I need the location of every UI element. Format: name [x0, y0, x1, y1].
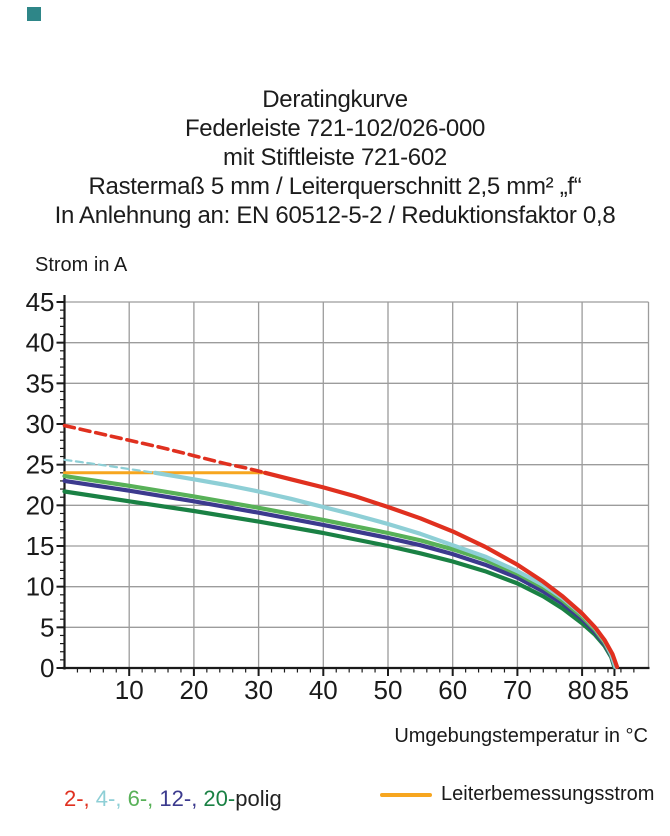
legend-rated-current: Leiterbemessungsstrom: [380, 783, 654, 806]
title-line-5: In Anlehnung an: EN 60512-5-2 / Reduktio…: [54, 202, 616, 229]
x-tick-label: 30: [244, 675, 273, 705]
x-tick-label: 50: [374, 675, 403, 705]
curve-2-polig-dashed: [62, 423, 267, 475]
curve-2-polig: [263, 470, 620, 669]
title-line-2: Federleiste 721-102/026-000: [184, 115, 486, 142]
y-tick-label: 5: [40, 612, 54, 642]
y-tick-label: 15: [26, 531, 55, 561]
y-tick-label: 0: [40, 653, 54, 683]
x-tick-label: 40: [309, 675, 338, 705]
y-tick-label: 45: [26, 287, 55, 317]
legend-poles: 2-, 4-, 6-, 12-, 20-polig: [64, 786, 282, 812]
x-tick-label: 70: [503, 675, 532, 705]
rated-current-line-swatch: [380, 792, 432, 797]
y-tick-label: 25: [26, 450, 55, 480]
legend-pole-segment: polig: [235, 786, 282, 811]
x-axis-title: Umgebungstemperatur in °C: [394, 725, 648, 747]
x-tick-label: 85: [600, 675, 629, 705]
legend: 2-, 4-, 6-, 12-, 20-polig Leiterbemessun…: [0, 783, 670, 823]
corner-mark: [27, 7, 41, 21]
legend-pole-segment: 6-,: [121, 786, 154, 811]
legend-pole-segment: 4-,: [89, 786, 122, 811]
x-tick-label: 10: [115, 675, 144, 705]
y-tick-label: 30: [26, 409, 55, 439]
y-tick-label: 35: [26, 368, 55, 398]
title-line-4: Rastermaß 5 mm / Leiterquerschnitt 2,5 m…: [88, 173, 582, 200]
x-tick-label: 60: [438, 675, 467, 705]
y-axis-title: Strom in A: [35, 254, 128, 276]
title-line-3: mit Stiftleiste 721-602: [223, 144, 447, 171]
y-tick-label: 40: [26, 328, 55, 358]
x-tick-label: 20: [179, 675, 208, 705]
title-line-1: Deratingkurve: [262, 86, 408, 113]
y-tick-label: 20: [26, 490, 55, 520]
y-tick-label: 10: [26, 572, 55, 602]
rated-current-label: Leiterbemessungsstrom: [441, 783, 655, 805]
curve-4-polig-dashed: [63, 458, 157, 474]
x-tick-label: 80: [568, 675, 597, 705]
legend-pole-segment: 20-: [197, 786, 236, 811]
legend-pole-segment: 2-,: [64, 786, 90, 811]
chart-title-block: Deratingkurve Federleiste 721-102/026-00…: [0, 85, 670, 230]
legend-pole-segment: 12-,: [153, 786, 198, 811]
